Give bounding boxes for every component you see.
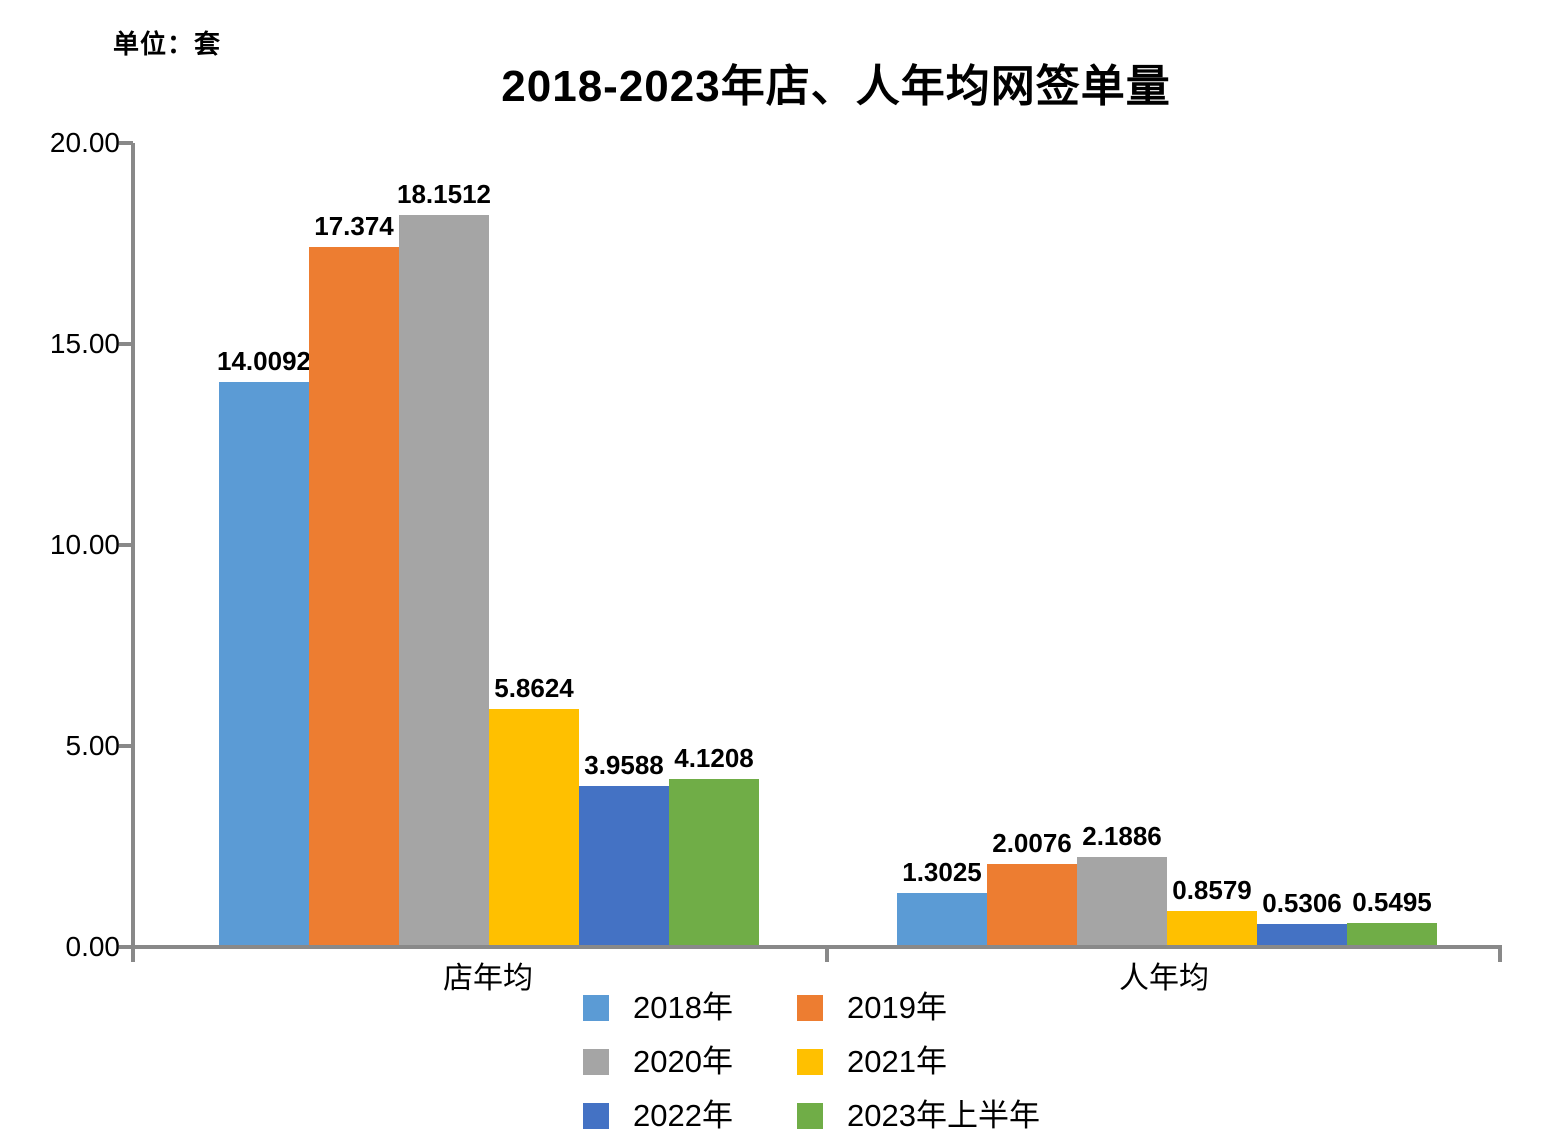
bar-value-label: 18.1512: [397, 179, 491, 210]
y-axis-tick-mark: [119, 945, 133, 949]
bar-value-label: 2.0076: [992, 828, 1072, 859]
bar-2021年-店年均: [489, 709, 579, 945]
bar-2023年上半年-人年均: [1347, 922, 1437, 945]
x-axis-tick-mark: [1498, 949, 1502, 962]
chart-title: 2018-2023年店、人年均网签单量: [501, 62, 1171, 111]
bar-2023年上半年-店年均: [669, 779, 759, 945]
y-axis-line: [131, 143, 135, 961]
bar-value-label: 0.5306: [1262, 887, 1342, 918]
bar-2020年-人年均: [1077, 857, 1167, 945]
x-axis-category-label: 人年均: [1119, 962, 1209, 995]
legend-swatch: [797, 995, 823, 1021]
x-axis-line: [131, 945, 1502, 949]
y-axis-tick-mark: [119, 543, 133, 547]
x-axis-category-label: 店年均: [443, 962, 533, 995]
x-axis-tick-mark: [131, 949, 135, 962]
legend-label: 2023年上半年: [847, 1098, 1040, 1133]
legend-item-2021年: 2021年: [797, 1045, 947, 1079]
y-axis-tick-mark: [119, 141, 133, 145]
legend-swatch: [797, 1049, 823, 1075]
bar-value-label: 17.374: [314, 210, 394, 241]
bar-2022年-人年均: [1257, 923, 1347, 945]
y-axis-tick-label: 0.00: [65, 931, 121, 962]
x-axis-tick-mark: [825, 949, 829, 962]
y-axis-tick-label: 20.00: [49, 127, 120, 158]
legend-label: 2018年: [633, 990, 733, 1025]
legend-swatch: [797, 1103, 823, 1129]
legend-item-2019年: 2019年: [797, 991, 947, 1025]
legend-swatch: [583, 995, 609, 1021]
legend-item-2022年: 2022年: [583, 1099, 733, 1133]
bar-value-label: 5.8624: [494, 673, 574, 704]
legend-swatch: [583, 1103, 609, 1129]
bar-2018年-人年均: [897, 892, 987, 945]
bar-value-label: 4.1208: [674, 743, 754, 774]
legend-item-2023年上半年: 2023年上半年: [797, 1099, 1040, 1133]
legend-item-2018年: 2018年: [583, 991, 733, 1025]
bar-value-label: 0.5495: [1352, 886, 1432, 917]
y-axis-tick-label: 10.00: [49, 529, 120, 560]
legend-label: 2022年: [633, 1098, 733, 1133]
y-axis-tick-mark: [119, 342, 133, 346]
bar-value-label: 0.8579: [1172, 874, 1252, 905]
bar-2021年-人年均: [1167, 910, 1257, 945]
y-axis-tick-mark: [119, 744, 133, 748]
bar-value-label: 2.1886: [1082, 821, 1162, 852]
bar-2022年-店年均: [579, 785, 669, 945]
y-axis-tick-label: 15.00: [49, 328, 120, 359]
bar-2019年-人年均: [987, 864, 1077, 945]
legend-swatch: [583, 1049, 609, 1075]
y-axis-tick-label: 5.00: [65, 730, 121, 761]
bar-2018年-店年均: [219, 381, 309, 945]
legend-label: 2021年: [847, 1044, 947, 1079]
legend-item-2020年: 2020年: [583, 1045, 733, 1079]
legend-label: 2020年: [633, 1044, 733, 1079]
legend-label: 2019年: [847, 990, 947, 1025]
bar-2019年-店年均: [309, 246, 399, 945]
bar-value-label: 3.9588: [584, 749, 664, 780]
bar-value-label: 14.0092: [217, 345, 311, 376]
bar-2020年-店年均: [399, 215, 489, 945]
unit-label: 单位：套: [113, 29, 222, 59]
bar-value-label: 1.3025: [902, 856, 982, 887]
